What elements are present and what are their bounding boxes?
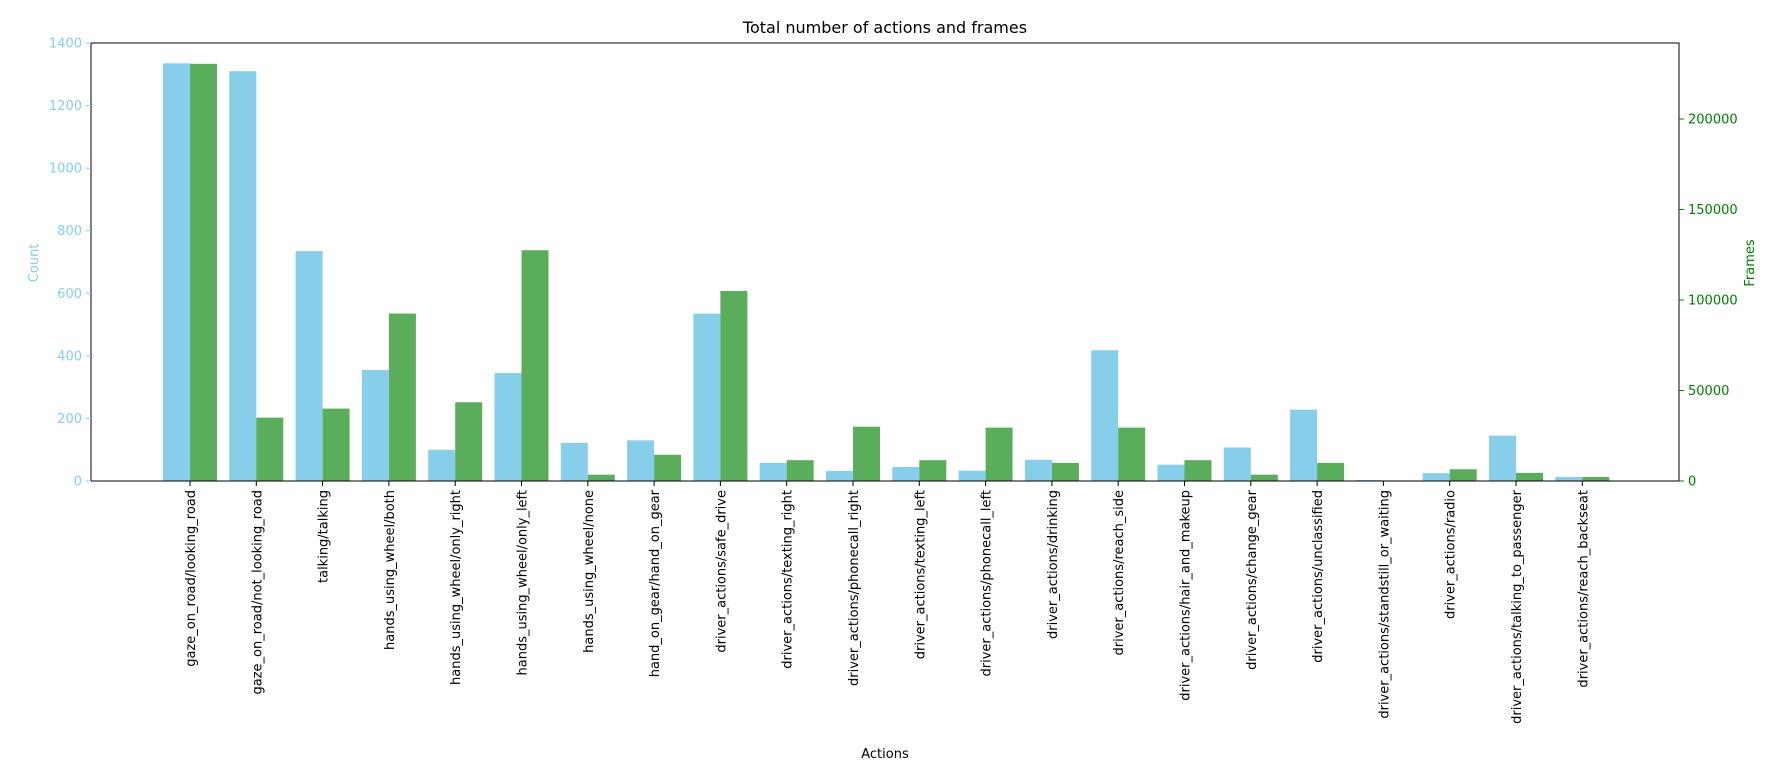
bar-frames: [322, 408, 350, 481]
bar-count: [1157, 464, 1185, 481]
x-tick-label: driver_actions/texting_left: [913, 490, 928, 659]
x-tick-label: driver_actions/safe_drive: [714, 490, 729, 653]
x-tick-label: driver_actions/unclassified: [1311, 490, 1326, 663]
bar-frames: [654, 454, 682, 481]
y2-tick-label: 50000: [1688, 384, 1729, 399]
y2-tick-label: 150000: [1688, 203, 1738, 218]
x-tick-label: hands_using_wheel/only_right: [449, 490, 464, 685]
bar-count: [627, 440, 655, 481]
bar-frames: [1582, 477, 1610, 481]
x-tick-label: driver_actions/hair_and_makeup: [1179, 490, 1194, 701]
x-tick-label: driver_actions/change_gear: [1245, 489, 1260, 669]
bar-count: [958, 470, 986, 481]
bar-count: [892, 466, 920, 481]
y-tick-label: 400: [57, 349, 82, 364]
bar-frames: [853, 426, 880, 481]
x-axis-ticks: gaze_on_road/looking_road gaze_on_road/no…: [184, 481, 1591, 724]
chart-title: Total number of actions and frames: [742, 18, 1027, 37]
bar-count: [1091, 350, 1119, 481]
x-tick-label: gaze_on_road/not_looking_road: [250, 490, 265, 695]
y-tick-label: 800: [57, 224, 82, 239]
x-tick-label: hand_on_gear/hand_on_gear: [648, 489, 663, 677]
x-tick-label: driver_actions/talking_to_passenger: [1510, 489, 1525, 724]
bars-group: [163, 63, 1610, 482]
x-tick-label: talking/talking: [317, 490, 332, 583]
y-axis-label: Count: [27, 244, 42, 283]
bar-frames: [1516, 472, 1543, 481]
x-tick-label: driver_actions/reach_backseat: [1576, 490, 1591, 688]
bar-frames: [1449, 469, 1477, 481]
y2-tick-label: 200000: [1688, 113, 1738, 128]
x-tick-label: hands_using_wheel/only_left: [516, 490, 531, 676]
x-tick-label: driver_actions/phonecall_right: [847, 490, 862, 686]
bar-frames: [1250, 474, 1278, 481]
bar-frames: [455, 402, 483, 481]
x-tick-label: hands_using_wheel/both: [383, 490, 398, 650]
y-axis-ticks: 0 200 400 600 800 1000 1200 1400: [49, 37, 91, 490]
bar-count: [1223, 447, 1251, 481]
bar-count: [1024, 459, 1052, 481]
bar-frames: [256, 417, 284, 481]
x-tick-label: gaze_on_road/looking_road: [184, 490, 199, 667]
bar-count: [1489, 435, 1516, 481]
bar-count: [759, 462, 787, 481]
y-tick-label: 600: [57, 287, 82, 302]
y-tick-label: 1000: [49, 162, 82, 177]
y2-tick-label: 0: [1688, 475, 1696, 490]
bar-count: [1290, 409, 1318, 481]
bar-frames: [786, 460, 814, 481]
bar-count: [494, 373, 522, 481]
bar-frames: [388, 313, 416, 481]
x-tick-label: driver_actions/drinking: [1046, 490, 1061, 639]
y2-axis-ticks: 0 50000 100000 150000 200000: [1679, 113, 1738, 490]
y-tick-label: 200: [57, 412, 82, 427]
bar-frames: [720, 290, 748, 481]
plot-frame: [90, 42, 1680, 482]
x-tick-label: driver_actions/reach_side: [1112, 490, 1127, 655]
x-tick-label: driver_actions/phonecall_left: [980, 490, 995, 677]
bar-count: [428, 449, 456, 481]
bar-frames: [919, 460, 947, 481]
bar-count: [1555, 476, 1583, 481]
y2-tick-label: 100000: [1688, 294, 1738, 309]
y2-axis-label: Frames: [1743, 239, 1758, 287]
bar-count: [295, 251, 323, 481]
x-tick-label: driver_actions/texting_right: [781, 490, 796, 669]
bar-count: [1422, 473, 1450, 481]
bar-frames: [1118, 427, 1146, 481]
bar-frames: [190, 63, 217, 481]
bar-frames: [985, 427, 1013, 481]
bar-frames: [1184, 460, 1212, 481]
bar-frames: [521, 250, 549, 481]
bar-count: [229, 71, 257, 482]
y-tick-label: 1400: [49, 37, 82, 52]
bar-frames: [587, 474, 615, 481]
x-tick-label: driver_actions/standstill_or_waiting: [1377, 490, 1392, 719]
x-tick-label: hands_using_wheel/none: [582, 490, 597, 653]
bar-count: [361, 369, 389, 481]
bar-frames: [1051, 462, 1079, 481]
bar-count: [693, 313, 721, 481]
x-axis-label: Actions: [861, 747, 909, 762]
y-tick-label: 1200: [49, 99, 82, 114]
y-tick-label: 0: [74, 475, 82, 490]
bar-count: [560, 442, 588, 481]
bar-count: [163, 63, 190, 481]
bar-frames: [1317, 462, 1345, 481]
x-tick-label: driver_actions/radio: [1444, 490, 1459, 619]
bar-count: [826, 470, 853, 481]
